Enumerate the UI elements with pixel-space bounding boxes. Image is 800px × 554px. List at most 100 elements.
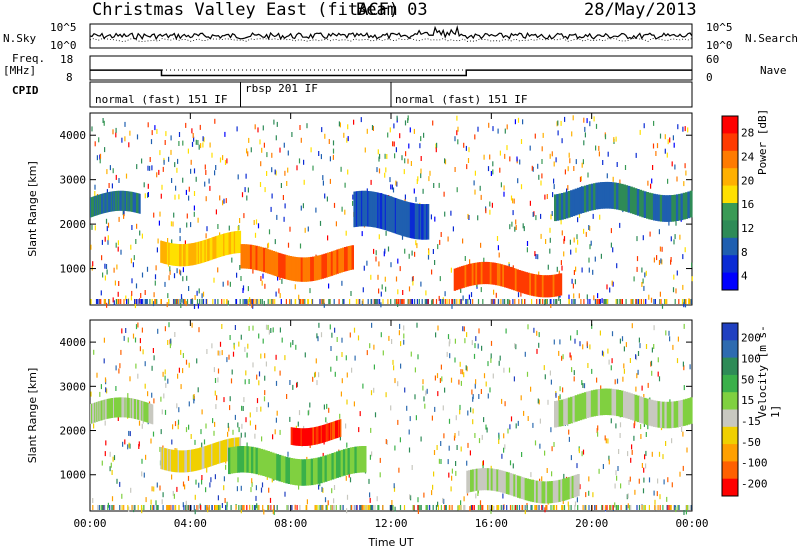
power-speckle — [347, 136, 349, 142]
velocity-speckle — [269, 497, 272, 503]
velocity-speckle — [502, 493, 504, 499]
power-band-4 — [376, 192, 378, 228]
velocity-speckle — [686, 447, 688, 453]
power-band-4 — [391, 196, 393, 233]
noise-left-tick-top: 10^5 — [50, 21, 77, 34]
velocity-colorbar-frame — [721, 322, 739, 497]
velocity-band-6 — [627, 392, 631, 419]
velocity-speckle — [117, 416, 119, 421]
velocity-speckle — [105, 440, 107, 446]
velocity-speckle — [242, 406, 244, 411]
power-speckle — [394, 153, 396, 159]
velocity-speckle — [217, 495, 219, 501]
power-speckle — [120, 249, 122, 255]
power-band-5 — [531, 273, 534, 296]
power-band-1 — [107, 192, 109, 213]
power-speckle — [563, 236, 566, 242]
velocity-speckle — [153, 486, 155, 492]
power-speckle — [164, 281, 166, 287]
velocity-speckle — [596, 377, 598, 383]
velocity-speckle — [331, 332, 333, 338]
velocity-near-range — [570, 505, 572, 510]
power-near-range — [242, 299, 244, 304]
power-speckle — [371, 125, 374, 130]
power-speckle — [190, 168, 192, 174]
power-speckle — [636, 266, 638, 272]
velocity-speckle — [492, 373, 494, 379]
velocity-speckle — [279, 327, 281, 333]
power-band-5 — [554, 274, 557, 297]
power-speckle — [387, 246, 390, 252]
power-near-range — [260, 299, 262, 304]
power-speckle — [508, 299, 510, 304]
power-near-range — [252, 299, 254, 304]
power-speckle — [520, 291, 522, 297]
power-speckle — [407, 158, 409, 164]
power-band-5 — [459, 266, 462, 289]
velocity-near-range — [155, 505, 157, 510]
velocity-speckle — [478, 394, 480, 399]
xtick-label: 04:00 — [174, 517, 207, 530]
power-band-2 — [201, 240, 204, 263]
power-near-range — [494, 299, 496, 304]
velocity-band-3 — [273, 453, 277, 480]
velocity-near-range — [444, 505, 446, 510]
power-band-3 — [315, 255, 319, 281]
velocity-band-2 — [160, 447, 163, 470]
power-speckle — [328, 283, 330, 289]
velocity-speckle — [466, 460, 468, 466]
velocity-speckle — [307, 410, 309, 416]
velocity-speckle — [562, 354, 564, 360]
power-speckle — [377, 274, 379, 280]
velocity-speckle — [503, 433, 505, 439]
power-speckle — [380, 291, 382, 297]
velocity-speckle — [597, 425, 599, 431]
velocity-band-5 — [532, 480, 535, 503]
velocity-speckle — [145, 497, 147, 503]
velocity-speckle — [596, 428, 598, 434]
power-near-range — [154, 299, 156, 304]
power-speckle — [112, 297, 114, 303]
power-speckle — [131, 225, 133, 230]
power-speckle — [679, 234, 681, 240]
velocity-speckle — [369, 343, 371, 349]
power-speckle — [135, 239, 137, 244]
velocity-band-2 — [207, 445, 209, 468]
velocity-speckle — [194, 494, 196, 500]
velocity-speckle — [515, 423, 517, 429]
power-speckle — [227, 300, 229, 306]
velocity-speckle — [244, 346, 246, 352]
power-band-3 — [283, 254, 287, 279]
velocity-speckle — [399, 323, 401, 329]
power-band-4 — [393, 197, 396, 234]
velocity-speckle — [371, 322, 373, 328]
power-speckle — [452, 226, 454, 232]
velocity-speckle — [348, 472, 350, 478]
velocity-near-range — [150, 505, 152, 510]
power-band-3 — [270, 250, 274, 275]
velocity-colorbar-cell — [722, 444, 738, 462]
power-speckle — [328, 139, 330, 144]
velocity-band-6 — [613, 389, 617, 416]
power-speckle — [430, 214, 432, 220]
velocity-near-range — [620, 505, 622, 510]
velocity-speckle — [637, 351, 640, 356]
velocity-speckle — [654, 499, 656, 505]
velocity-band-3 — [292, 458, 296, 485]
velocity-speckle — [388, 335, 390, 341]
power-near-range — [394, 299, 396, 304]
velocity-band-1 — [150, 404, 153, 424]
velocity-near-range — [501, 505, 504, 510]
velocity-speckle — [191, 322, 193, 328]
velocity-band-2 — [221, 440, 224, 463]
power-near-range — [349, 299, 351, 304]
power-speckle — [549, 237, 551, 243]
power-band-2 — [205, 239, 208, 262]
power-speckle — [306, 123, 308, 129]
velocity-near-range — [445, 505, 447, 510]
velocity-near-range — [382, 505, 384, 510]
power-speckle — [384, 172, 386, 178]
velocity-band-4 — [301, 428, 303, 446]
power-speckle — [114, 280, 116, 286]
velocity-speckle — [582, 449, 585, 455]
